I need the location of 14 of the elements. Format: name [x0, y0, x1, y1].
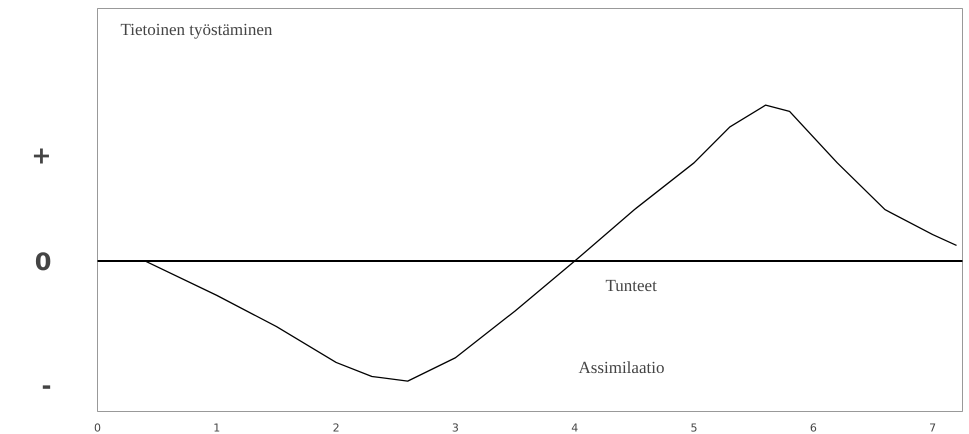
- text: 0: [34, 248, 52, 276]
- text: Tietoinen työstäminen: [120, 20, 273, 39]
- annotation: Assimilaatio: [578, 358, 664, 377]
- annotation: Tunteet: [606, 276, 658, 295]
- x-tick-label: 5: [690, 422, 698, 434]
- x-tick-label: 6: [810, 422, 817, 434]
- x-tick-label: 1: [213, 422, 220, 434]
- x-tick-label: 4: [571, 422, 578, 434]
- text: +: [31, 141, 52, 170]
- x-tick-label: 2: [332, 422, 340, 434]
- x-tick-label: 7: [929, 422, 936, 434]
- x-tick-label: 0: [94, 422, 101, 434]
- x-tick-label: 3: [452, 422, 459, 434]
- text: -: [42, 372, 52, 400]
